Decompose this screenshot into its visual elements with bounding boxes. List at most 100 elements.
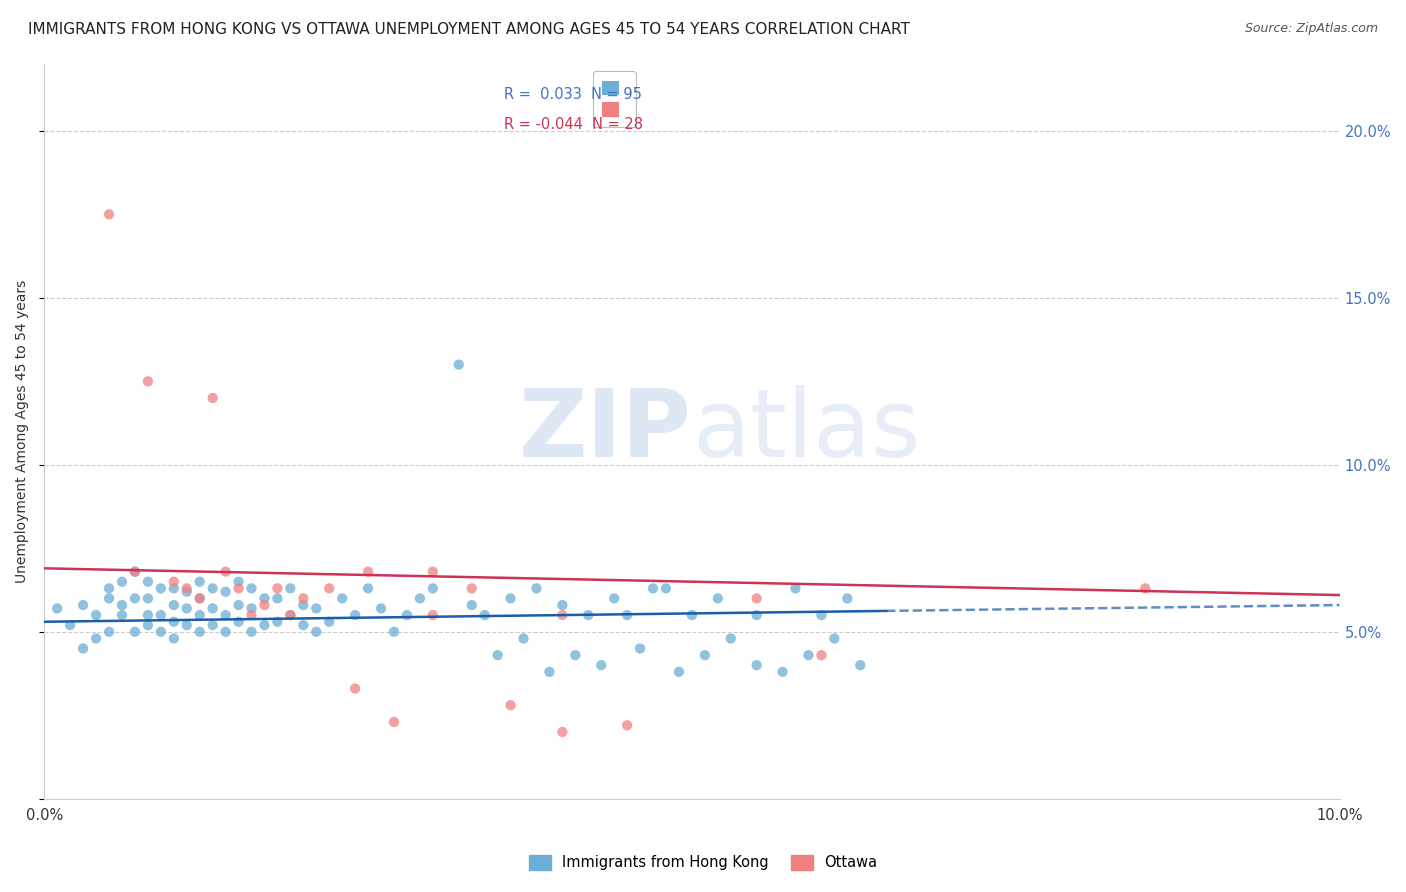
Point	[512, 632, 534, 646]
Point	[266, 591, 288, 606]
Point	[188, 574, 211, 589]
Point	[422, 608, 444, 623]
Point	[124, 565, 146, 579]
Point	[163, 598, 186, 612]
Point	[124, 591, 146, 606]
Point	[745, 591, 768, 606]
Text: Source: ZipAtlas.com: Source: ZipAtlas.com	[1244, 22, 1378, 36]
Point	[849, 658, 872, 673]
Point	[344, 608, 367, 623]
Point	[745, 658, 768, 673]
Point	[136, 618, 159, 632]
Legend: Immigrants from Hong Kong, Ottawa: Immigrants from Hong Kong, Ottawa	[523, 848, 883, 876]
Point	[305, 601, 328, 615]
Point	[357, 565, 380, 579]
Point	[785, 582, 807, 596]
Point	[240, 608, 263, 623]
Legend: , : ,	[593, 71, 636, 127]
Point	[188, 608, 211, 623]
Point	[72, 641, 94, 656]
Point	[655, 582, 678, 596]
Point	[538, 665, 561, 679]
Point	[214, 584, 236, 599]
Point	[280, 608, 302, 623]
Point	[59, 618, 82, 632]
Point	[395, 608, 418, 623]
Point	[163, 632, 186, 646]
Point	[772, 665, 794, 679]
Point	[382, 714, 405, 729]
Point	[551, 598, 574, 612]
Point	[176, 618, 198, 632]
Point	[422, 565, 444, 579]
Point	[163, 582, 186, 596]
Point	[810, 608, 832, 623]
Text: IMMIGRANTS FROM HONG KONG VS OTTAWA UNEMPLOYMENT AMONG AGES 45 TO 54 YEARS CORRE: IMMIGRANTS FROM HONG KONG VS OTTAWA UNEM…	[28, 22, 910, 37]
Point	[111, 598, 134, 612]
Point	[214, 565, 236, 579]
Point	[111, 608, 134, 623]
Text: R =  0.033  N = 95: R = 0.033 N = 95	[505, 87, 643, 103]
Point	[499, 698, 522, 713]
Point	[474, 608, 496, 623]
Point	[422, 582, 444, 596]
Point	[370, 601, 392, 615]
Point	[136, 608, 159, 623]
Point	[176, 601, 198, 615]
Point	[1135, 582, 1157, 596]
Point	[201, 618, 224, 632]
Point	[409, 591, 432, 606]
Point	[84, 608, 107, 623]
Point	[318, 582, 340, 596]
Point	[280, 608, 302, 623]
Y-axis label: Unemployment Among Ages 45 to 54 years: Unemployment Among Ages 45 to 54 years	[15, 280, 30, 583]
Point	[253, 618, 276, 632]
Point	[98, 624, 121, 639]
Point	[292, 598, 315, 612]
Point	[357, 582, 380, 596]
Point	[460, 598, 482, 612]
Point	[201, 582, 224, 596]
Point	[551, 725, 574, 739]
Point	[176, 584, 198, 599]
Point	[201, 601, 224, 615]
Point	[280, 582, 302, 596]
Point	[214, 608, 236, 623]
Point	[253, 598, 276, 612]
Point	[603, 591, 626, 606]
Point	[149, 608, 172, 623]
Point	[292, 591, 315, 606]
Point	[149, 582, 172, 596]
Text: atlas: atlas	[692, 385, 920, 477]
Point	[823, 632, 845, 646]
Point	[616, 608, 638, 623]
Point	[591, 658, 613, 673]
Point	[344, 681, 367, 696]
Point	[228, 615, 250, 629]
Point	[720, 632, 742, 646]
Point	[98, 207, 121, 221]
Point	[447, 358, 470, 372]
Point	[318, 615, 340, 629]
Point	[460, 582, 482, 596]
Point	[551, 608, 574, 623]
Text: ZIP: ZIP	[519, 385, 692, 477]
Point	[564, 648, 586, 662]
Point	[136, 591, 159, 606]
Point	[149, 624, 172, 639]
Point	[188, 591, 211, 606]
Point	[84, 632, 107, 646]
Point	[163, 615, 186, 629]
Point	[837, 591, 859, 606]
Point	[707, 591, 730, 606]
Point	[382, 624, 405, 639]
Point	[616, 718, 638, 732]
Point	[124, 624, 146, 639]
Point	[810, 648, 832, 662]
Point	[111, 574, 134, 589]
Point	[499, 591, 522, 606]
Point	[266, 615, 288, 629]
Point	[228, 582, 250, 596]
Point	[98, 582, 121, 596]
Point	[576, 608, 599, 623]
